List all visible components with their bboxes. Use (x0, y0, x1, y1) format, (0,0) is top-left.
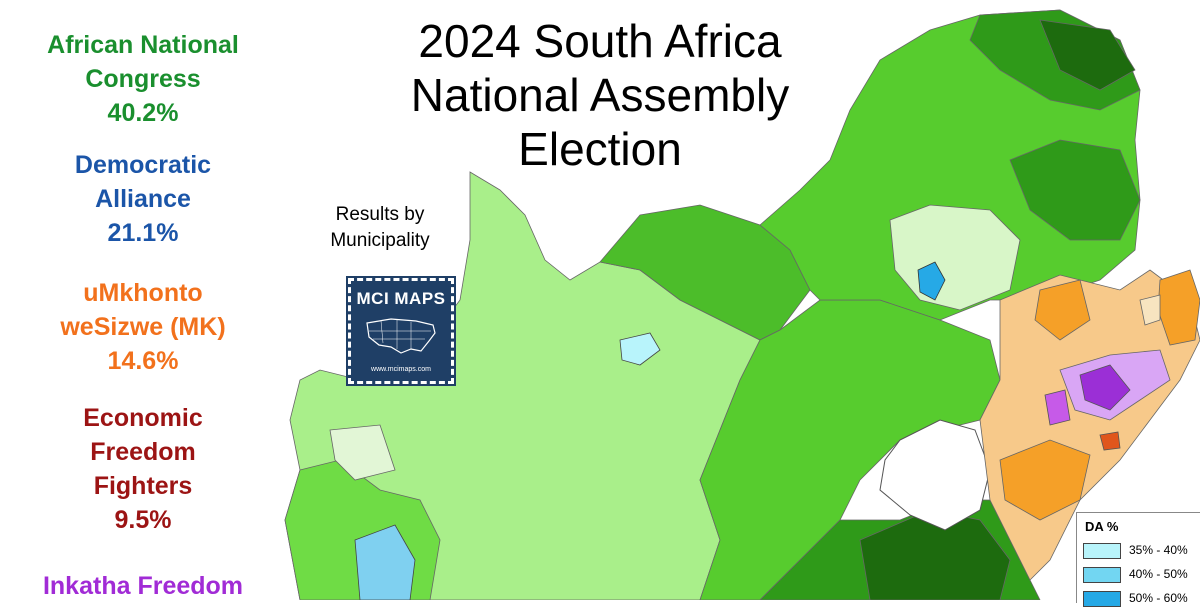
party-eff-name-1: Economic (83, 404, 203, 432)
legend-swatch-2 (1083, 567, 1121, 583)
party-ifp-name-1: Inkatha Freedom (42, 572, 244, 600)
da-cape-region (354, 524, 416, 600)
legend-swatch-3 (1083, 591, 1121, 607)
pale-northeast (1139, 294, 1161, 326)
mpumalanga-dark (1009, 139, 1141, 241)
party-da: Democratic Alliance 21.1% (8, 148, 278, 250)
lesotho (879, 419, 991, 531)
mk-north-region (1034, 279, 1091, 341)
us-map-icon (366, 318, 436, 354)
party-eff-name-3: Fighters (93, 472, 193, 500)
limpopo-darkest (1039, 19, 1136, 91)
map-title-line-2: National Assembly (410, 69, 790, 121)
map-title-line-1: 2024 South Africa (418, 15, 782, 67)
party-da-name-2: Alliance (95, 185, 191, 213)
ifp-west-region (1044, 389, 1071, 426)
logo-text: MCI MAPS (356, 289, 446, 308)
party-anc-name-1: African National (47, 31, 239, 59)
subtitle-line-2: Municipality (330, 230, 430, 251)
party-ifp: Inkatha Freedom (8, 569, 278, 603)
north-west-region (599, 204, 811, 341)
eff-region (1099, 431, 1121, 451)
party-mk-name-1: uMkhonto (83, 279, 203, 307)
legend-label-3: 50% - 60% (1129, 591, 1188, 605)
logo-url: www.mcimaps.com (371, 366, 431, 373)
party-anc-name-2: Congress (85, 65, 201, 93)
da-northwest-patch (619, 332, 661, 366)
party-mk-percent: 14.6% (107, 347, 179, 375)
legend-label-1: 35% - 40% (1129, 543, 1188, 557)
da-gauteng (917, 261, 946, 301)
subtitle-line-1: Results by (335, 204, 425, 225)
map-title-line-3: Election (518, 123, 682, 175)
legend-swatch-1 (1083, 543, 1121, 559)
legend-label-2: 40% - 50% (1129, 567, 1188, 581)
da-legend: DA % 35% - 40% 40% - 50% 50% - 60% (1076, 512, 1200, 607)
party-eff-name-2: Freedom (90, 438, 196, 466)
party-mk: uMkhonto weSizwe (MK) 14.6% (8, 276, 278, 378)
party-da-name-1: Democratic (74, 151, 212, 179)
map-title: 2024 South Africa National Assembly Elec… (340, 14, 860, 176)
mk-strong-region (999, 439, 1091, 521)
legend-title: DA % (1085, 519, 1119, 534)
party-eff: Economic Freedom Fighters 9.5% (8, 401, 278, 537)
mci-maps-logo: MCI MAPS www.mcimaps.com (346, 276, 456, 386)
party-anc-percent: 40.2% (107, 99, 179, 127)
party-mk-name-2: weSizwe (MK) (60, 313, 226, 341)
map-subtitle: Results by Municipality (300, 202, 460, 254)
pale-municipality-west (329, 424, 396, 481)
party-da-percent: 21.1% (107, 219, 179, 247)
party-anc: African National Congress 40.2% (8, 28, 278, 130)
party-eff-percent: 9.5% (114, 506, 172, 534)
ifp-strong-region (1079, 364, 1131, 411)
